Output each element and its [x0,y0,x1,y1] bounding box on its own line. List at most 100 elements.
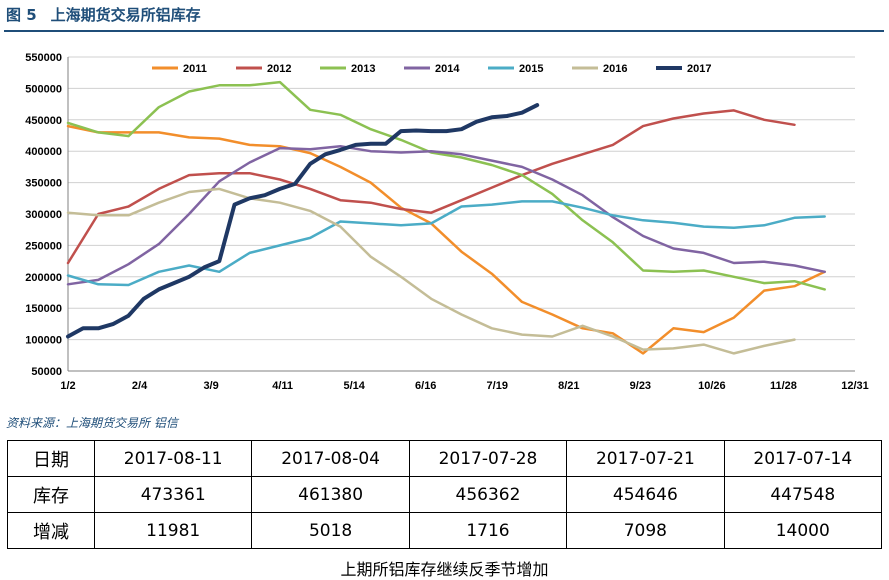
data-point-2013 [370,128,372,130]
data-point-2017 [97,327,99,329]
y-tick-label: 200000 [25,272,62,284]
y-tick-label: 300000 [25,209,62,221]
data-point-2017 [279,188,281,190]
x-tick-label: 11/28 [770,380,797,392]
data-point-2016 [188,191,190,193]
data-point-2016 [733,352,735,355]
figure-number: 图 5 [6,6,37,24]
data-point-2014 [460,153,463,155]
data-point-2012 [218,172,220,174]
data-point-2011 [309,152,311,154]
data-point-2017 [536,104,538,106]
data-point-2011 [551,313,553,316]
y-tick-label: 250000 [25,240,62,252]
data-point-2013 [249,84,251,86]
data-point-2014 [763,261,765,263]
data-point-2016 [97,214,99,216]
data-point-2015 [279,244,281,246]
data-point-2011 [158,131,160,133]
data-point-2017 [264,194,266,196]
data-point-2014 [279,147,281,149]
data-point-2012 [491,187,493,189]
data-point-2014 [551,178,553,181]
data-point-2016 [612,335,614,338]
data-point-2016 [551,335,553,338]
y-tick-label: 450000 [25,115,62,127]
y-tick-label: 150000 [25,303,62,315]
inventory-line-chart: 50000 100000 150000 200000 250000 300000 35000… [25,52,868,392]
data-point-2011 [339,166,342,168]
title-divider [4,30,884,32]
data-point-2011 [733,317,735,319]
data-point-2016 [793,339,796,341]
data-point-2012 [733,109,735,111]
legend-label-2014: 2014 [435,63,460,75]
data-point-2013 [793,280,796,282]
data-point-2015 [612,214,614,216]
data-point-2012 [309,188,311,190]
table-row-inventory: 库存 473361 461380 456362 454646 447548 [7,476,883,513]
data-point-2011 [188,136,190,138]
data-point-2011 [67,125,69,127]
series-line-2011 [66,124,826,355]
data-point-2014 [249,161,251,164]
data-point-2014 [188,213,190,215]
series-line-2017 [66,103,540,339]
data-point-2012 [642,125,644,127]
data-point-2013 [551,193,553,195]
data-point-2017 [430,130,432,132]
x-tick-label: 6/16 [415,380,436,392]
table-cell: 454646 [566,476,725,513]
y-tick-label: 550000 [25,52,62,64]
x-tick-label: 4/11 [272,380,293,392]
source-note: 资料来源：上海期货交易所 铝信 [6,416,178,430]
legend-label-2016: 2016 [603,63,627,75]
data-point-2014 [97,279,99,281]
data-point-2016 [672,347,674,349]
data-point-2014 [127,263,130,265]
data-point-2013 [97,131,99,133]
figure-caption: 上期所铝库存继续反季节增加 [340,560,549,579]
data-point-2017 [67,335,69,338]
table-cell: 447548 [723,476,883,513]
data-point-2015 [430,222,432,225]
data-point-2016 [400,276,402,278]
data-point-2013 [763,282,765,284]
data-point-2015 [824,215,826,218]
data-point-2017 [385,143,387,145]
data-point-2012 [249,172,251,174]
data-point-2011 [460,251,463,253]
table-cell: 456362 [408,476,568,513]
row-header: 日期 [7,440,95,477]
data-point-2011 [370,182,372,184]
data-point-2014 [793,264,796,267]
x-tick-label: 9/23 [630,380,651,392]
data-point-2017 [82,327,84,329]
data-point-2014 [581,194,584,196]
data-point-2017 [415,129,417,132]
table-cell: 7098 [566,512,725,549]
table-cell: 2017-07-28 [408,440,568,477]
data-point-2013 [491,164,493,166]
data-point-2012 [430,212,432,214]
data-point-2017 [476,121,478,123]
data-point-2016 [521,333,523,336]
data-point-2015 [309,237,311,239]
data-point-2012 [703,112,705,115]
y-tick-label: 350000 [25,178,62,190]
data-point-2013 [188,90,190,93]
data-point-2013 [218,84,220,86]
data-point-2011 [763,290,765,292]
data-point-2013 [67,122,69,124]
data-point-2017 [218,260,220,262]
data-point-2012 [551,163,553,165]
data-point-2015 [218,271,220,273]
data-point-2014 [218,180,220,182]
data-point-2011 [793,285,796,287]
data-point-2017 [506,115,508,117]
data-point-2011 [521,301,523,303]
data-point-2017 [400,130,402,132]
data-point-2016 [763,345,765,347]
data-point-2012 [370,202,372,204]
data-point-2012 [188,174,190,176]
